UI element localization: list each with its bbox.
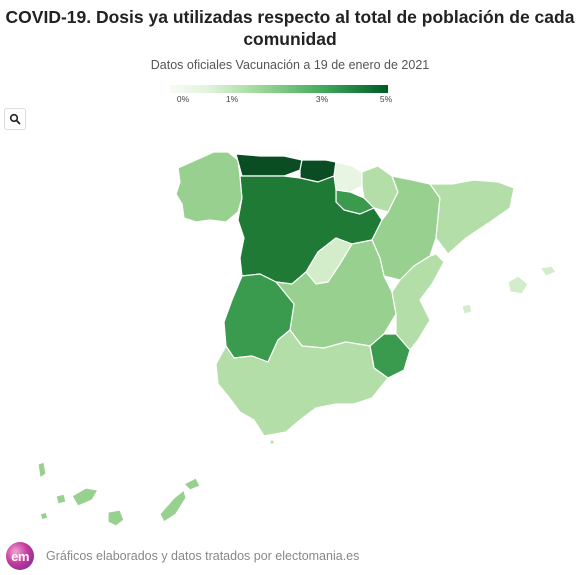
region-galicia[interactable] <box>175 151 243 223</box>
region-valencia[interactable] <box>391 253 445 351</box>
region-canarias-lanzarote[interactable] <box>183 477 201 491</box>
region-baleares[interactable] <box>507 275 529 295</box>
color-legend: 0% 1% 3% 5% <box>170 83 393 105</box>
legend-tick: 1% <box>225 94 239 104</box>
region-canarias-grancanaria[interactable] <box>107 509 125 527</box>
region-baleares-menorca[interactable] <box>539 265 557 277</box>
legend-tick: 5% <box>379 94 393 104</box>
legend-gradient-bar <box>170 85 388 93</box>
region-canarias-lapalma[interactable] <box>37 461 47 479</box>
region-canarias-hierro[interactable] <box>39 511 49 521</box>
electomania-logo: em <box>6 542 34 570</box>
region-canarias-fuerteventura[interactable] <box>159 489 187 523</box>
region-baleares-ibiza[interactable] <box>461 303 473 315</box>
region-andalucia[interactable] <box>215 329 389 437</box>
region-pais-vasco[interactable] <box>333 161 363 193</box>
footer: em Gráficos elaborados y datos tratados … <box>6 542 359 570</box>
region-canarias-lagomera[interactable] <box>55 493 67 505</box>
legend-tick: 3% <box>315 94 329 104</box>
credit-text: Gráficos elaborados y datos tratados por… <box>46 549 360 563</box>
region-asturias[interactable] <box>235 153 303 177</box>
legend-tick: 0% <box>176 94 190 104</box>
region-canarias-tenerife[interactable] <box>71 487 99 507</box>
map-title: COVID-19. Dosis ya utilizadas respecto a… <box>5 7 575 49</box>
search-button[interactable] <box>4 108 26 130</box>
magnifier-icon <box>9 113 21 125</box>
region-cataluna[interactable] <box>429 179 515 255</box>
map-subtitle: Datos oficiales Vacunación a 19 de enero… <box>150 58 430 72</box>
region-ceuta[interactable] <box>269 439 275 445</box>
